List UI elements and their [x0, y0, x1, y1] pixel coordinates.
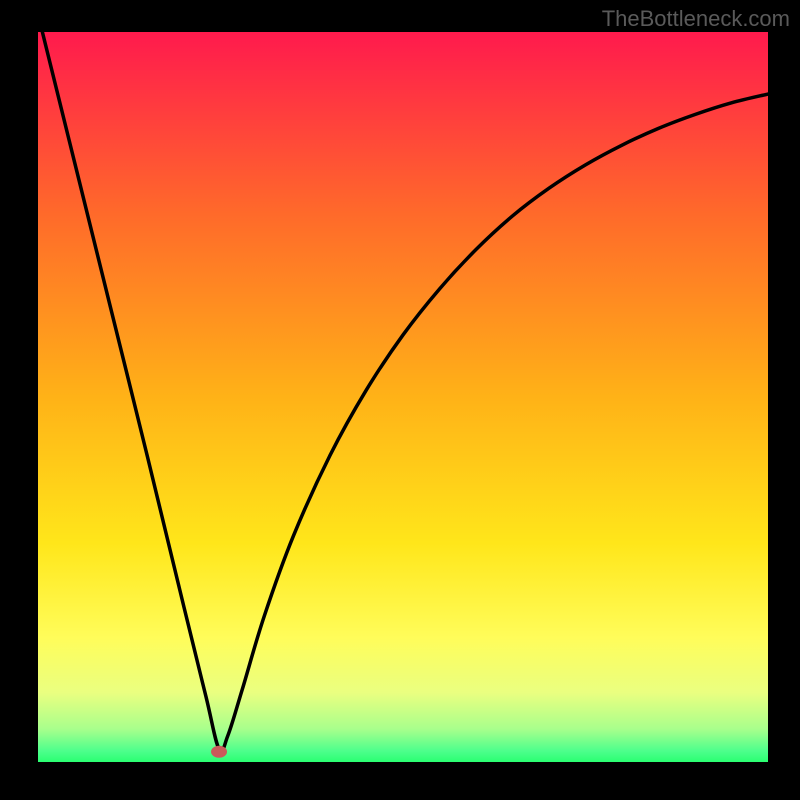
- optimal-point-marker: [211, 746, 227, 758]
- watermark-text: TheBottleneck.com: [602, 6, 790, 32]
- chart-container: TheBottleneck.com: [0, 0, 800, 800]
- bottleneck-chart: [0, 0, 800, 800]
- plot-background: [38, 32, 768, 762]
